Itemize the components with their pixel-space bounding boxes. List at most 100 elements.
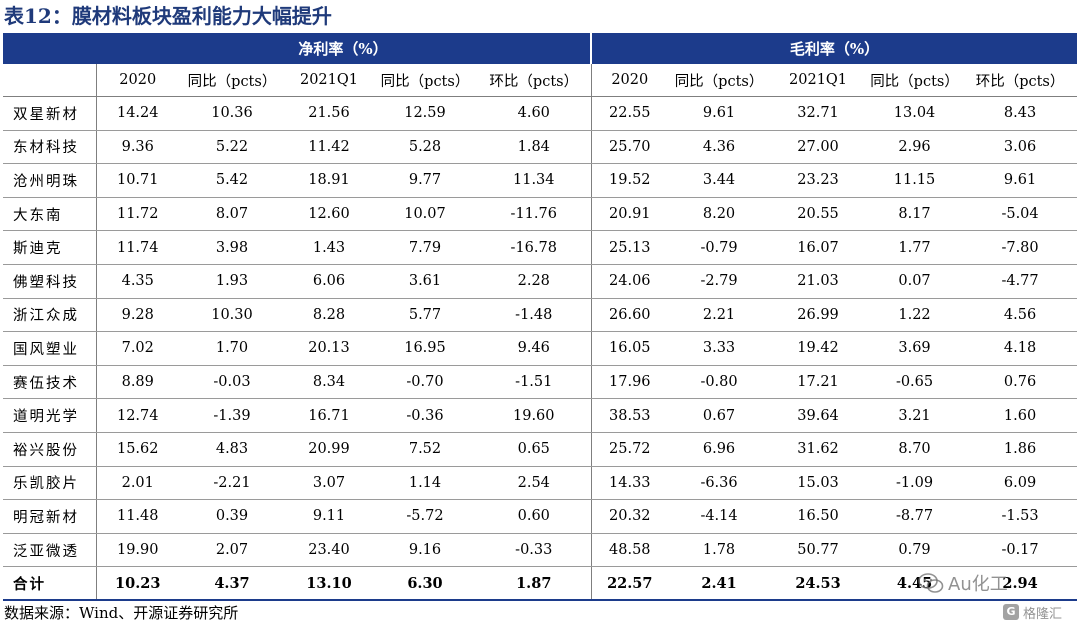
- header-group-row: 净利率（%） 毛利率（%）: [3, 33, 1078, 64]
- table-row: 赛伍技术 8.89 -0.03 8.34 -0.70 -1.51 17.96 -0.80 17.…: [3, 365, 1078, 400]
- table-cell: 22.57: [591, 566, 669, 602]
- table-cell: 2.41: [668, 566, 771, 602]
- table-cell: 16.71: [285, 398, 373, 433]
- total-row: 合计 10.23 4.37 13.10 6.30 1.87 22.57 2.41 24.53 4.…: [3, 566, 1078, 602]
- table-cell: -0.80: [668, 365, 771, 400]
- table-cell: 11.48: [96, 499, 179, 534]
- table-cell: 24.53: [770, 566, 867, 602]
- table-cell: -7.80: [963, 230, 1078, 265]
- table-cell: 1.87: [477, 566, 592, 602]
- header-gross-margin: 毛利率（%）: [591, 33, 1078, 64]
- table-cell: 11.34: [477, 163, 592, 198]
- table-cell: 8.43: [963, 96, 1078, 131]
- table-cell: -0.03: [179, 365, 285, 400]
- table-cell: 3.98: [179, 230, 285, 265]
- table-row: 浙江众成 9.28 10.30 8.28 5.77 -1.48 26.60 2.21 26.99…: [3, 298, 1078, 333]
- table-row: 裕兴股份 15.62 4.83 20.99 7.52 0.65 25.72 6.96 31.62…: [3, 432, 1078, 467]
- company-name: 乐凯胶片: [3, 466, 97, 501]
- table-cell: 9.28: [96, 298, 179, 333]
- table-cell: 9.16: [373, 533, 477, 568]
- table-cell: 4.18: [963, 331, 1078, 366]
- table-cell: 14.24: [96, 96, 179, 131]
- table-cell: 0.60: [477, 499, 592, 534]
- table-cell: 9.61: [963, 163, 1078, 198]
- table-cell: -8.77: [866, 499, 964, 534]
- table-cell: -0.17: [963, 533, 1078, 568]
- table-cell: 4.36: [668, 130, 771, 165]
- company-name: 大东南: [3, 197, 97, 232]
- table-cell: 4.37: [179, 566, 285, 602]
- table-cell: 2.54: [477, 466, 592, 501]
- company-name: 赛伍技术: [3, 365, 97, 400]
- table-cell: 7.02: [96, 331, 179, 366]
- table-row: 佛塑科技 4.35 1.93 6.06 3.61 2.28 24.06 -2.79 21.03 0…: [3, 264, 1078, 299]
- table-cell: 1.22: [866, 298, 964, 333]
- table-cell: 16.05: [591, 331, 669, 366]
- table-cell: 25.13: [591, 230, 669, 265]
- table-cell: 0.76: [963, 365, 1078, 400]
- table-cell: 50.77: [770, 533, 867, 568]
- company-name: 裕兴股份: [3, 432, 97, 467]
- table-cell: 7.52: [373, 432, 477, 467]
- company-name: 东材科技: [3, 130, 97, 165]
- table-cell: 18.91: [285, 163, 373, 198]
- table-cell: 4.56: [963, 298, 1078, 333]
- table-cell: 1.86: [963, 432, 1078, 467]
- company-name: 双星新材: [3, 96, 97, 131]
- table-cell: 15.62: [96, 432, 179, 467]
- table-cell: 6.09: [963, 466, 1078, 501]
- table-cell: 7.79: [373, 230, 477, 265]
- company-name: 国风塑业: [3, 331, 97, 366]
- table-cell: 1.14: [373, 466, 477, 501]
- table-cell: 2.21: [668, 298, 771, 333]
- table-cell: 17.21: [770, 365, 867, 400]
- table-cell: 3.21: [866, 398, 964, 433]
- header-col: 同比（pcts）: [373, 64, 477, 97]
- header-col: 同比（pcts）: [179, 64, 285, 97]
- header-col: 2021Q1: [285, 64, 373, 97]
- table-cell: -5.04: [963, 197, 1078, 232]
- table-cell: 16.50: [770, 499, 867, 534]
- header-company: [3, 64, 97, 97]
- table-cell: 8.17: [866, 197, 964, 232]
- table-body: 双星新材 14.24 10.36 21.56 12.59 4.60 22.55 9.61 32.…: [3, 96, 1078, 602]
- table-cell: 0.65: [477, 432, 592, 467]
- table-cell: 20.55: [770, 197, 867, 232]
- table-cell: 20.32: [591, 499, 669, 534]
- company-name: 浙江众成: [3, 298, 97, 333]
- table-cell: 13.10: [285, 566, 373, 602]
- table-cell: 32.71: [770, 96, 867, 131]
- table-row: 乐凯胶片 2.01 -2.21 3.07 1.14 2.54 14.33 -6.36 15.03…: [3, 466, 1078, 501]
- header-corner: [3, 33, 96, 64]
- company-name: 斯迪克: [3, 230, 97, 265]
- table-cell: -0.36: [373, 398, 477, 433]
- header-col: 环比（pcts）: [963, 64, 1078, 97]
- table-row: 国风塑业 7.02 1.70 20.13 16.95 9.46 16.05 3.33 19.42…: [3, 331, 1078, 366]
- table-cell: 14.33: [591, 466, 669, 501]
- watermark-secondary-text: 格隆汇: [1023, 606, 1063, 622]
- header-net-margin: 净利率（%）: [96, 33, 593, 64]
- header-col: 同比（pcts）: [866, 64, 964, 97]
- table-cell: 31.62: [770, 432, 867, 467]
- table-row: 大东南 11.72 8.07 12.60 10.07 -11.76 20.91 8.20 20.…: [3, 197, 1078, 232]
- table-cell: 3.06: [963, 130, 1078, 165]
- table-cell: 16.95: [373, 331, 477, 366]
- table-cell: 5.22: [179, 130, 285, 165]
- table-cell: -1.48: [477, 298, 592, 333]
- table-cell: 4.83: [179, 432, 285, 467]
- table-cell: 11.42: [285, 130, 373, 165]
- source-note: 数据来源：Wind、开源证券研究所: [4, 604, 239, 622]
- table-cell: -16.78: [477, 230, 592, 265]
- table-cell: 15.03: [770, 466, 867, 501]
- table-row: 斯迪克 11.74 3.98 1.43 7.79 -16.78 25.13 -0.79 16.0…: [3, 230, 1078, 265]
- table-cell: 26.60: [591, 298, 669, 333]
- table-cell: -2.79: [668, 264, 771, 299]
- table-cell: 23.23: [770, 163, 867, 198]
- table-cell: 16.07: [770, 230, 867, 265]
- table-cell: 4.45: [866, 566, 964, 602]
- table-cell: 9.36: [96, 130, 179, 165]
- table-cell: 10.71: [96, 163, 179, 198]
- table-cell: 9.61: [668, 96, 771, 131]
- table-cell: -1.09: [866, 466, 964, 501]
- table-cell: 2.28: [477, 264, 592, 299]
